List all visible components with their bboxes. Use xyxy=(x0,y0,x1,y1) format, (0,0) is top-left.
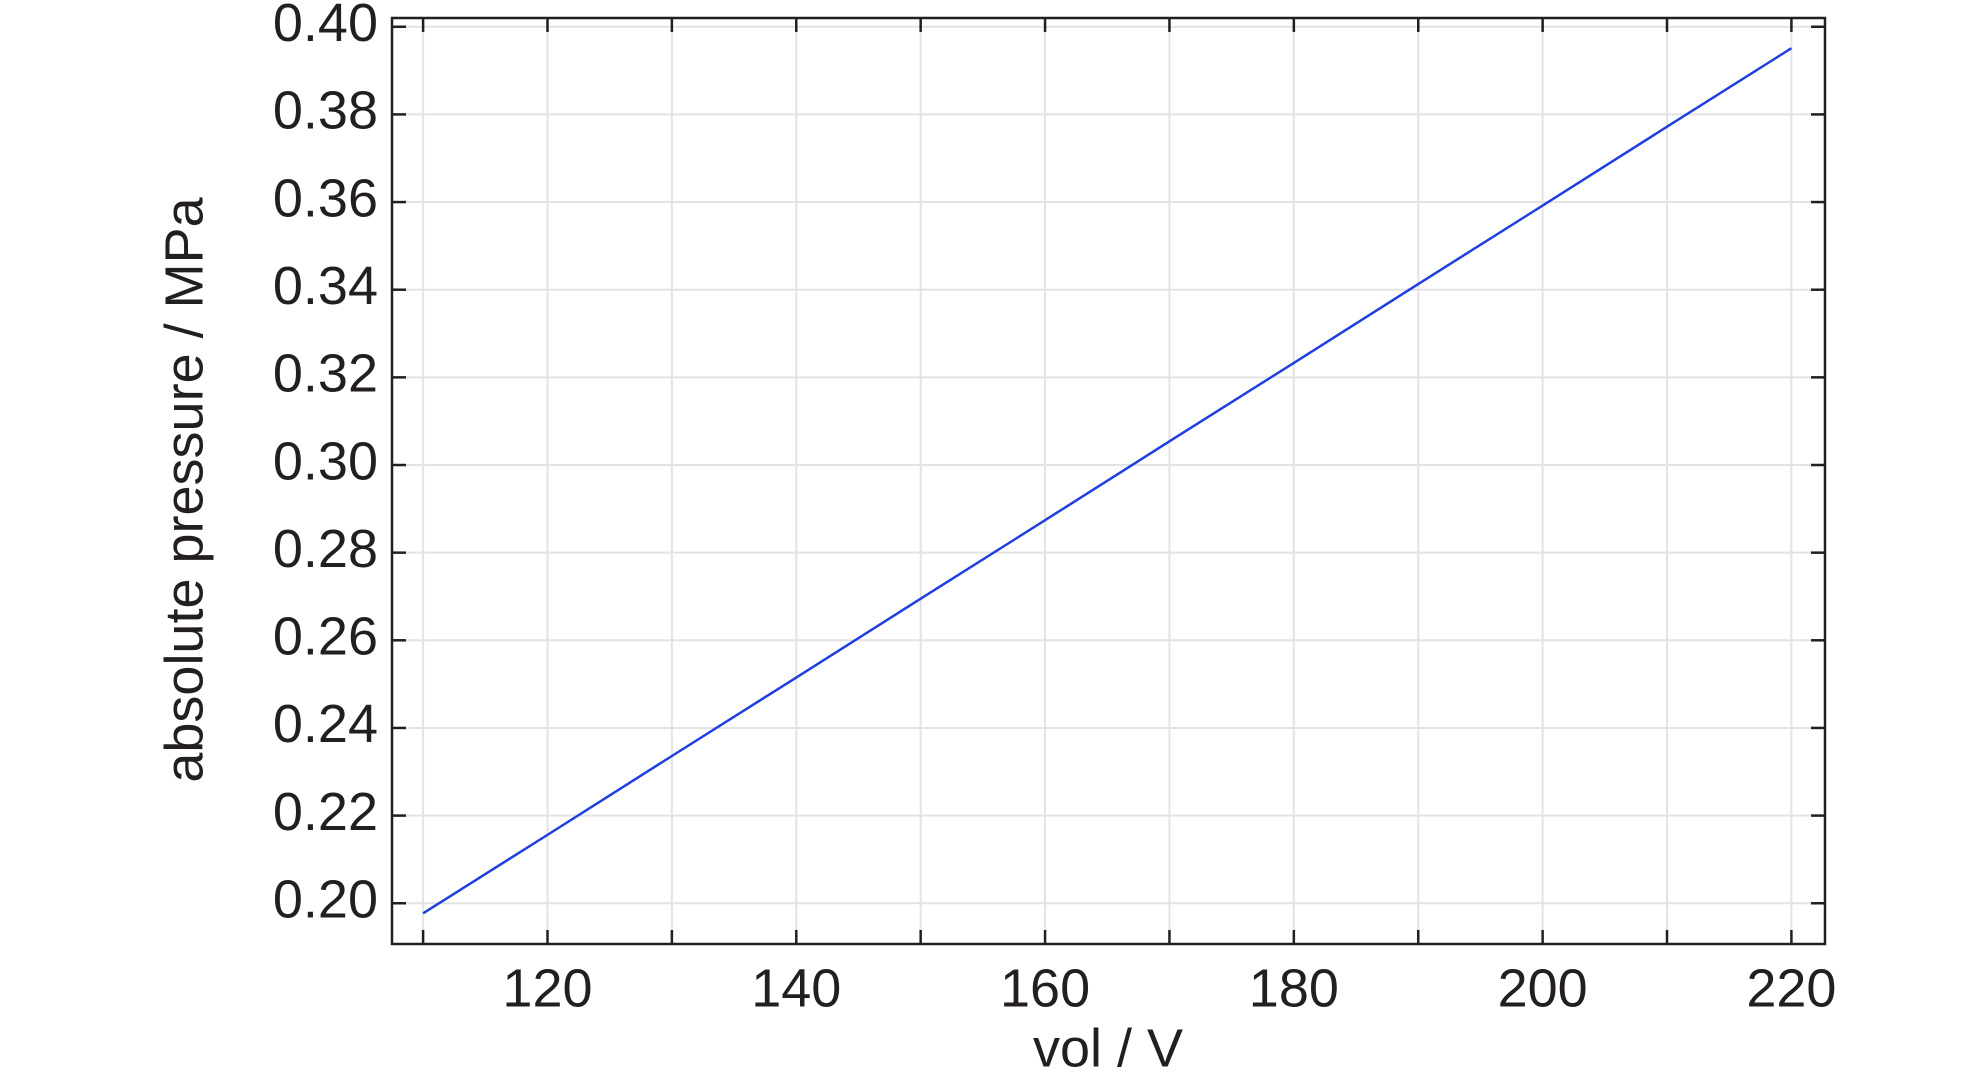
y-tick-label: 0.40 xyxy=(273,0,378,53)
y-tick-label: 0.32 xyxy=(273,344,378,404)
x-tick-label: 180 xyxy=(1249,958,1339,1018)
y-tick-label: 0.30 xyxy=(273,431,378,491)
x-axis-title: vol / V xyxy=(1033,1018,1183,1075)
x-tick-label: 160 xyxy=(1000,958,1090,1018)
y-tick-label: 0.26 xyxy=(273,607,378,667)
y-tick-label: 0.24 xyxy=(273,694,378,754)
y-tick-label: 0.34 xyxy=(273,256,378,316)
x-tick-label: 120 xyxy=(502,958,592,1018)
y-tick-label: 0.20 xyxy=(273,870,378,930)
x-tick-label: 200 xyxy=(1498,958,1588,1018)
data-line xyxy=(422,47,1793,915)
y-tick-label: 0.38 xyxy=(273,81,378,141)
y-tick-label: 0.36 xyxy=(273,168,378,228)
y-axis-title: absolute pressure / MPa xyxy=(154,196,214,782)
x-tick-label: 220 xyxy=(1746,958,1836,1018)
plot-frame xyxy=(390,16,1827,946)
y-tick-label: 0.22 xyxy=(273,782,378,842)
y-tick-label: 0.28 xyxy=(273,519,378,579)
x-tick-label: 140 xyxy=(751,958,841,1018)
